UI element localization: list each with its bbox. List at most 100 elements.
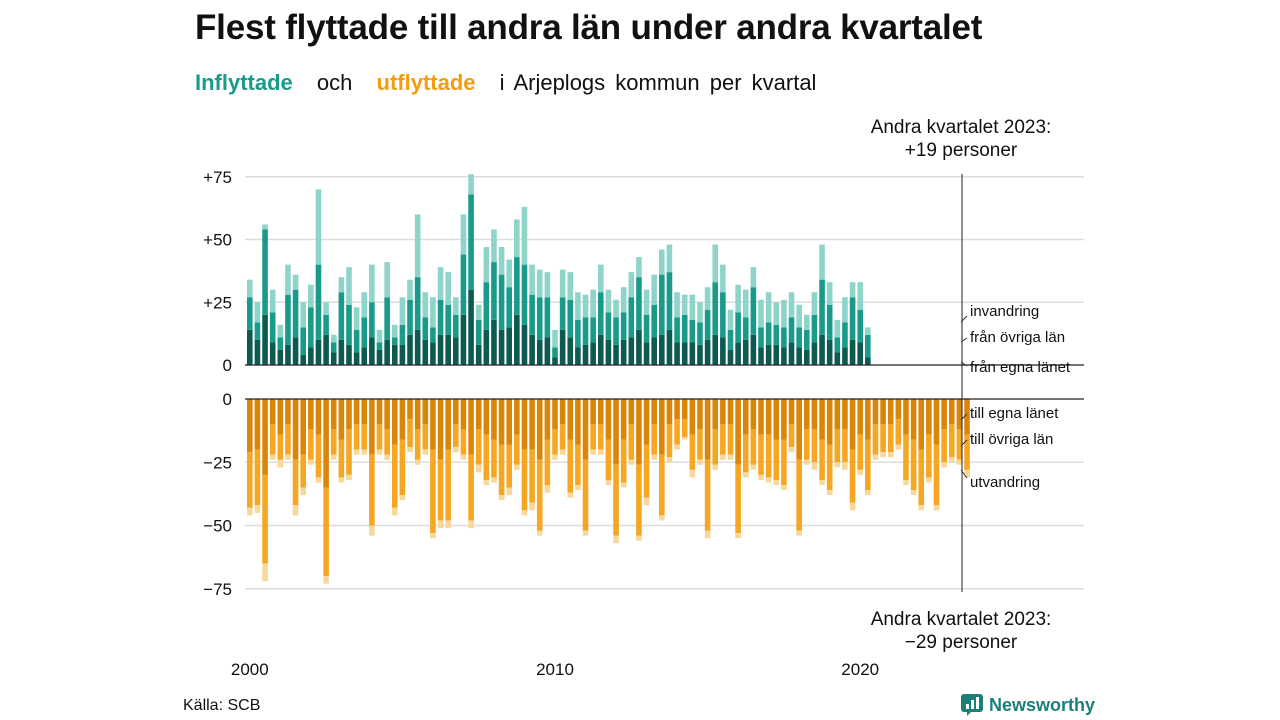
outflow-bar-utvandring [506,487,513,496]
inflow-bar-ovriga [346,304,352,345]
outflow-bar-utvandring [300,487,307,496]
inflow-bar-invandring [353,307,360,330]
inflow-bar-egna [773,344,780,365]
inflow-bar-egna [681,342,688,365]
outflow-bar-egna [651,399,657,425]
inflow-bar-ovriga [407,299,413,335]
annotation-bottom-line2: −29 personer [905,632,1018,653]
inflow-bar-ovriga [727,329,734,350]
outflow-bar-egna [964,399,970,435]
outflow-bar-utvandring [514,464,520,470]
outflow-bar-egna [475,399,482,430]
inflow-bar-ovriga [414,277,421,330]
inflow-bar-invandring [445,272,451,305]
outflow-bar-ovriga [735,464,741,534]
inflow-bar-egna [575,347,581,365]
legend-fran-egna-lanet: från egna länet [970,359,1071,376]
source-note: Källa: SCB [183,697,261,714]
inflow-bar-egna [758,347,764,365]
outflow-bar-egna [483,399,490,435]
outflow-bar-egna [453,399,459,425]
outflow-bar-egna [407,399,413,420]
legend-invandring: invandring [970,303,1039,320]
outflow-bar-egna [765,399,772,435]
outflow-bar-egna [636,399,642,465]
inflow-bar-invandring [857,282,863,310]
inflow-bar-ovriga [819,279,825,335]
inflow-bar-ovriga [430,327,436,343]
y-tick-label-top: 0 [223,356,232,375]
outflow-bar-utvandring [964,469,970,478]
outflow-bar-egna [865,399,871,440]
outflow-bar-utvandring [773,479,780,486]
newsworthy-logo: Newsworthy [961,694,1095,716]
inflow-bar-ovriga [666,272,673,330]
outflow-bar-ovriga [369,454,375,526]
inflow-bar-invandring [292,274,299,290]
legend-fran-ovriga-lan: från övriga län [970,329,1065,346]
inflow-bar-egna [636,329,642,365]
x-tick-label: 2010 [536,660,574,679]
inflow-bar-ovriga [323,314,329,335]
outflow-bar-utvandring [384,454,390,460]
inflow-bar-egna [544,337,551,365]
outflow-bar-utvandring [758,474,764,480]
outflow-bar-ovriga [872,424,879,455]
inflow-bar-egna [704,339,711,365]
outflow-bar-egna [414,399,421,430]
outflow-bar-utvandring [422,449,429,455]
inflow-bar-invandring [849,282,856,298]
inflow-bar-ovriga [506,287,513,328]
outflow-bar-utvandring [590,449,596,455]
chart-title: Flest flyttade till andra län under andr… [195,8,983,47]
outflow-bar-ovriga [567,439,574,493]
inflow-bar-invandring [613,299,619,318]
outflow-bar-utvandring [445,520,451,529]
outflow-bar-ovriga [720,424,726,455]
outflow-bar-egna [300,399,307,455]
outflow-bar-egna [926,399,932,435]
legend-pointer-till-ovriga [960,439,968,447]
outflow-bar-egna [842,399,848,430]
outflow-bar-egna [903,399,909,435]
annotation-top-line1: Andra kvartalet 2023: [871,117,1052,138]
outflow-bar-egna [369,399,375,455]
inflow-bar-ovriga [826,304,833,340]
outflow-bar-egna [689,399,696,435]
outflow-bar-egna [262,399,268,475]
inflow-bar-invandring [391,324,398,338]
outflow-bar-egna [559,399,566,425]
inflow-bar-egna [483,329,490,365]
inflow-bar-egna [460,314,467,365]
inflow-bar-invandring [575,292,581,320]
inflow-bar-ovriga [391,337,398,345]
outflow-bar-utvandring [613,535,619,544]
outflow-bar-ovriga [681,419,688,437]
inflow-bar-ovriga [704,309,711,340]
inflow-bar-invandring [338,277,345,293]
inflow-bar-egna [475,344,482,365]
outflow-bar-ovriga [285,424,291,455]
inflow-bar-ovriga [689,319,696,343]
y-tick-label-top: +25 [203,293,232,312]
inflow-bar-egna [254,339,261,365]
inflow-bar-invandring [628,272,635,298]
outflow-bar-egna [391,399,398,445]
outflow-bar-ovriga [414,429,421,460]
outflow-bar-egna [666,399,673,425]
y-tick-label-top: +75 [203,168,232,187]
inflow-bar-invandring [681,294,688,315]
outflow-bar-ovriga [361,424,368,450]
inflow-bar-invandring [765,292,772,323]
outflow-bar-egna [437,399,444,460]
inflow-bar-ovriga [361,317,368,348]
inflow-bar-invandring [491,229,497,263]
y-tick-label-bottom: −50 [203,517,232,536]
outflow-bar-utvandring [269,454,276,460]
inflow-bar-egna [399,344,406,365]
inflow-bar-egna [514,314,520,365]
inflow-bar-egna [338,339,345,365]
legend-utvandring: utvandring [970,474,1040,491]
outflow-bar-utvandring [597,449,604,455]
inflow-bar-ovriga [575,319,581,348]
